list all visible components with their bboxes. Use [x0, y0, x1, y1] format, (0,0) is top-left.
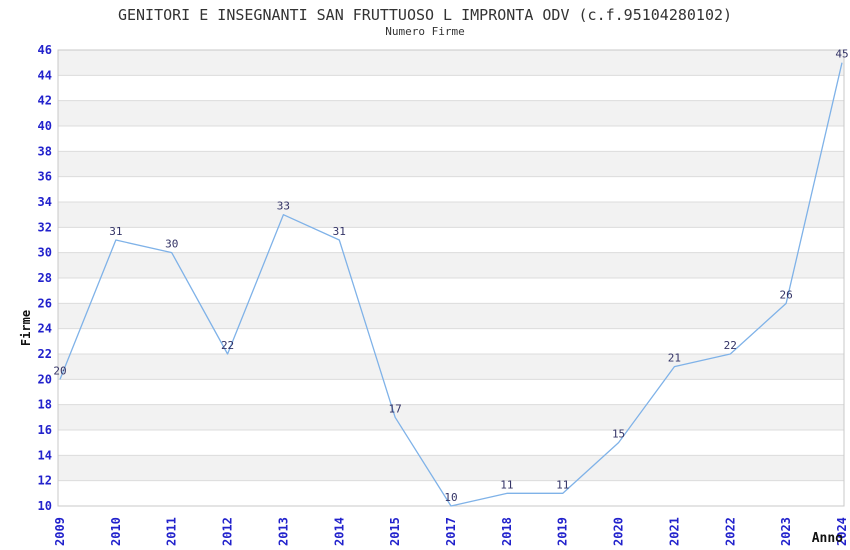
x-tick-label: 2013 [276, 517, 290, 546]
data-point-label: 31 [333, 225, 346, 238]
plot-band [58, 328, 844, 354]
x-tick-label: 2012 [221, 517, 235, 546]
data-point-label: 11 [500, 478, 513, 491]
plot-band [58, 404, 844, 430]
data-point-label: 45 [835, 48, 848, 61]
plot-band [58, 480, 844, 506]
y-tick-label: 36 [38, 170, 52, 184]
y-tick-label: 16 [38, 423, 52, 437]
y-tick-label: 32 [38, 220, 52, 234]
y-tick-label: 22 [38, 347, 52, 361]
x-tick-label: 2021 [667, 517, 681, 546]
plot-band [58, 379, 844, 405]
plot-band [58, 354, 844, 380]
data-point-label: 31 [109, 225, 122, 238]
x-tick-label: 2009 [53, 517, 67, 546]
y-tick-label: 26 [38, 296, 52, 310]
y-tick-label: 42 [38, 94, 52, 108]
plot-band [58, 252, 844, 278]
y-tick-label: 14 [38, 448, 52, 462]
x-tick-label: 2020 [612, 517, 626, 546]
plot-band [58, 430, 844, 456]
x-tick-label: 2022 [723, 517, 737, 546]
y-tick-label: 44 [38, 68, 52, 82]
plot-band [58, 303, 844, 329]
data-point-label: 26 [780, 288, 793, 301]
y-tick-label: 38 [38, 144, 52, 158]
y-tick-label: 24 [38, 322, 52, 336]
data-line [59, 62, 843, 507]
plot-band [58, 278, 844, 304]
plot-band [58, 100, 844, 126]
x-tick-label: 2023 [779, 517, 793, 546]
x-tick-label: 2014 [332, 517, 346, 546]
data-point-label: 33 [277, 200, 290, 213]
y-tick-label: 40 [38, 119, 52, 133]
x-tick-label: 2015 [388, 517, 402, 546]
x-tick-label: 2019 [556, 517, 570, 546]
plot-band [58, 202, 844, 228]
x-tick-label: 2011 [165, 517, 179, 546]
data-point-label: 11 [556, 478, 569, 491]
y-tick-label: 12 [38, 474, 52, 488]
plot-band [58, 151, 844, 177]
y-tick-label: 28 [38, 271, 52, 285]
y-tick-label: 18 [38, 398, 52, 412]
plot-band [58, 176, 844, 202]
plot-band [58, 75, 844, 101]
x-tick-label: 2018 [500, 517, 514, 546]
x-axis-title: Anno [812, 531, 843, 546]
data-point-label: 21 [668, 352, 681, 365]
y-tick-label: 30 [38, 246, 52, 260]
chart-subtitle: Numero Firme [385, 25, 465, 38]
y-tick-label: 46 [38, 43, 52, 57]
data-point-label: 22 [221, 339, 234, 352]
data-point-label: 22 [724, 339, 737, 352]
y-tick-label: 34 [38, 195, 52, 209]
y-tick-label: 20 [38, 372, 52, 386]
x-tick-label: 2024 [835, 517, 849, 546]
data-point-label: 15 [612, 428, 625, 441]
plot-band [58, 227, 844, 253]
data-point-label: 20 [53, 364, 66, 377]
plot-band [58, 50, 844, 76]
plot-band [58, 126, 844, 152]
data-point-label: 10 [444, 491, 457, 504]
y-axis-title: Firme [19, 310, 33, 346]
chart-title: GENITORI E INSEGNANTI SAN FRUTTUOSO L IM… [117, 6, 733, 24]
x-tick-label: 2010 [109, 517, 123, 546]
y-tick-label: 10 [38, 499, 52, 513]
data-point-label: 30 [165, 238, 178, 251]
x-tick-label: 2017 [444, 517, 458, 546]
plot-band [58, 455, 844, 481]
data-point-label: 17 [389, 402, 402, 415]
